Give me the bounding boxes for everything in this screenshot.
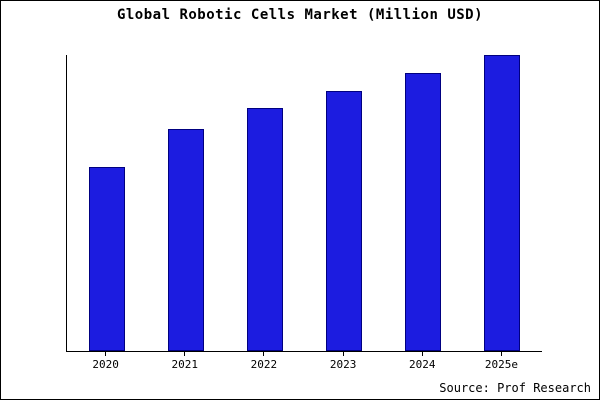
bar-2021 <box>167 129 204 351</box>
source-note: Source: Prof Research <box>439 381 591 395</box>
x-tick-label: 2025e <box>484 358 518 371</box>
bar-slot-2021 <box>146 55 225 351</box>
x-tick-label: 2021 <box>171 358 199 371</box>
x-tick <box>263 352 265 356</box>
bar-slot-2023 <box>305 55 384 351</box>
x-tick-label: 2023 <box>329 358 357 371</box>
x-label-slot-2022: 2022 <box>224 352 303 371</box>
x-tick-label: 2024 <box>409 358 436 371</box>
x-label-slot-2025e: 2025e <box>462 352 541 371</box>
x-label-slot-2024: 2024 <box>383 352 462 371</box>
bar-2024 <box>405 72 442 351</box>
x-axis-labels: 2020 2021 2022 2023 2024 2025e <box>66 352 541 371</box>
bar-slot-2024 <box>384 55 463 351</box>
x-tick <box>500 352 502 356</box>
x-label-slot-2021: 2021 <box>145 352 224 371</box>
x-label-slot-2020: 2020 <box>66 352 145 371</box>
x-tick <box>184 352 186 356</box>
x-tick <box>342 352 344 356</box>
bar-slot-2025e <box>463 55 542 351</box>
x-tick <box>421 352 423 356</box>
x-tick <box>105 352 107 356</box>
bar-2022 <box>246 108 283 351</box>
plot-area <box>66 55 542 352</box>
bar-2025e <box>484 55 521 351</box>
x-tick-label: 2022 <box>250 358 278 371</box>
bar-2020 <box>88 167 125 351</box>
chart-title: Global Robotic Cells Market (Million USD… <box>116 7 484 23</box>
x-label-slot-2023: 2023 <box>304 352 383 371</box>
bar-2023 <box>326 90 363 351</box>
x-tick-label: 2020 <box>92 358 119 371</box>
bar-slot-2020 <box>67 55 146 351</box>
bar-slot-2022 <box>225 55 304 351</box>
